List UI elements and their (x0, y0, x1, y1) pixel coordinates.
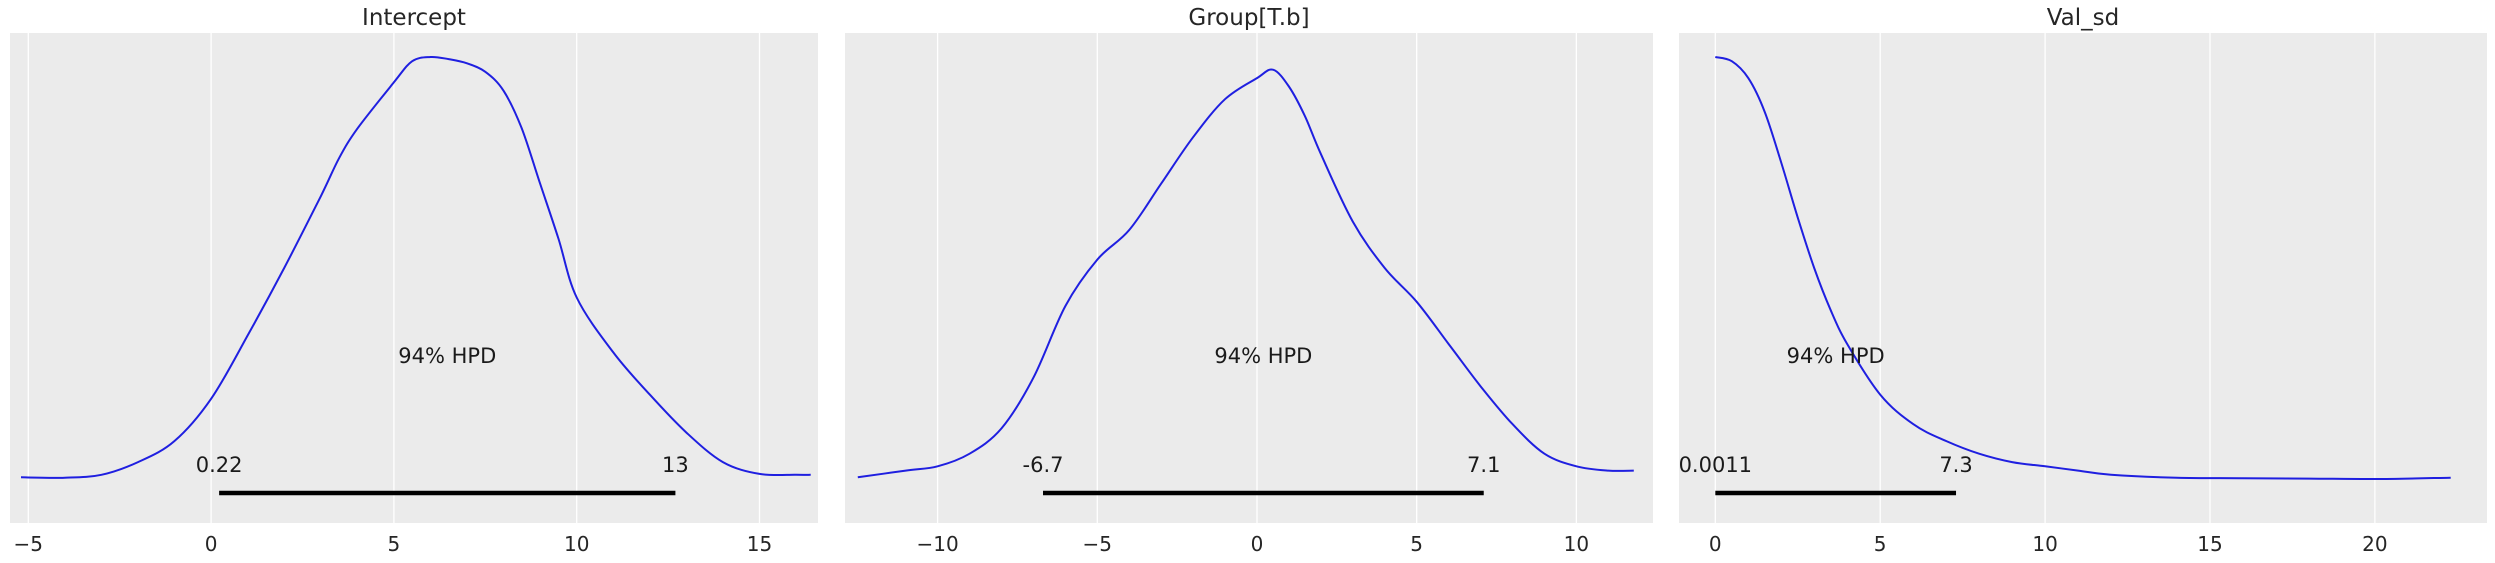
gridlines (1714, 33, 2376, 523)
panel-val-sd: 94% HPD 0.0011 7.3 0 5 10 15 20 Val_sd (1679, 5, 2487, 556)
x-tick-label: 0 (1709, 532, 1722, 556)
hpd-label: 94% HPD (398, 344, 496, 368)
x-tick-label: 15 (747, 532, 772, 556)
hpd-low-label: -6.7 (1023, 453, 1064, 477)
gridlines (27, 33, 761, 523)
x-tick-label: 5 (1410, 532, 1423, 556)
plot-background (10, 33, 818, 523)
panel-title: Val_sd (2047, 5, 2120, 31)
panel-title: Group[T.b] (1188, 5, 1309, 31)
x-tick-label: 10 (2032, 532, 2057, 556)
x-tick-label: 0 (205, 532, 218, 556)
hpd-label: 94% HPD (1214, 344, 1312, 368)
x-ticks: 0 5 10 15 20 (1709, 532, 2388, 556)
density-curve (857, 68, 1634, 479)
gridlines (936, 33, 1578, 523)
panel-group-t-b: 94% HPD -6.7 7.1 −10 −5 0 5 10 Group[T.b] (845, 5, 1653, 556)
x-tick-label: 10 (564, 532, 589, 556)
plot-background (1679, 33, 2487, 523)
x-tick-label: 5 (388, 532, 401, 556)
hpd-label: 94% HPD (1787, 344, 1885, 368)
x-tick-label: 15 (2197, 532, 2222, 556)
x-tick-label: −5 (14, 532, 43, 556)
x-ticks: −10 −5 0 5 10 (917, 532, 1590, 556)
plot-background (845, 33, 1653, 523)
hpd-high-label: 13 (662, 453, 689, 477)
hpd-high-label: 7.1 (1467, 453, 1500, 477)
x-tick-label: 0 (1251, 532, 1264, 556)
x-tick-label: −10 (917, 532, 959, 556)
density-curve (20, 55, 811, 479)
x-tick-label: 20 (2362, 532, 2387, 556)
panel-title: Intercept (362, 5, 466, 31)
hpd-high-label: 7.3 (1939, 453, 1972, 477)
x-ticks: −5 0 5 10 15 (14, 532, 773, 556)
hpd-low-label: 0.0011 (1679, 453, 1752, 477)
x-tick-label: 10 (1564, 532, 1589, 556)
hpd-low-label: 0.22 (196, 453, 243, 477)
x-tick-label: −5 (1083, 532, 1112, 556)
density-curve (1715, 56, 2451, 481)
x-tick-label: 5 (1874, 532, 1887, 556)
panel-intercept: 94% HPD 0.22 13 −5 0 5 10 15 Intercept (10, 5, 818, 556)
